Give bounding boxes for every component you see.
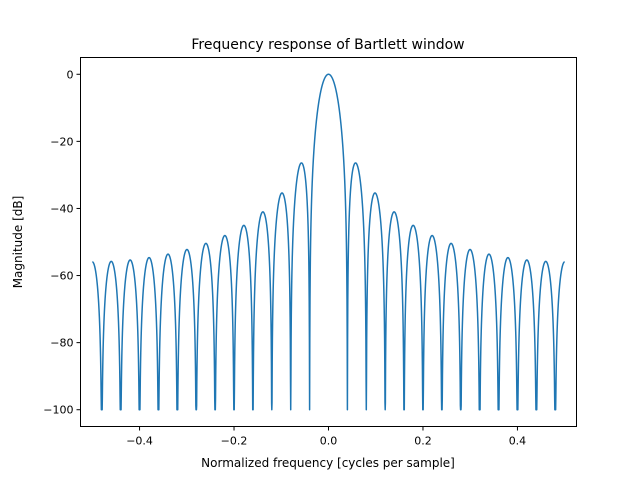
x-tick-label: 0.0 [320,435,338,448]
y-axis-label: Magnitude [dB] [11,196,25,289]
y-tick-label: 0 [67,68,74,81]
y-tick-label: −80 [50,337,73,350]
x-tick-label: 0.2 [414,435,432,448]
x-tick-label: −0.2 [221,435,248,448]
line-series-layer [91,73,566,411]
x-axis-label: Normalized frequency [cycles per sample] [201,456,455,470]
frequency-response-line [91,73,566,411]
y-axis-ticks: 0 −20 −40 −60 −80 −100 [43,68,81,417]
x-tick-label: 0.4 [509,435,527,448]
y-tick-label: −20 [50,135,73,148]
chart-title: Frequency response of Bartlett window [191,37,464,53]
x-tick-label: −0.4 [126,435,153,448]
x-axis-ticks: −0.4 −0.2 0.0 0.2 0.4 [126,426,527,448]
y-tick-label: −40 [50,202,73,215]
y-tick-label: −60 [50,270,73,283]
y-tick-label: −100 [43,404,73,417]
